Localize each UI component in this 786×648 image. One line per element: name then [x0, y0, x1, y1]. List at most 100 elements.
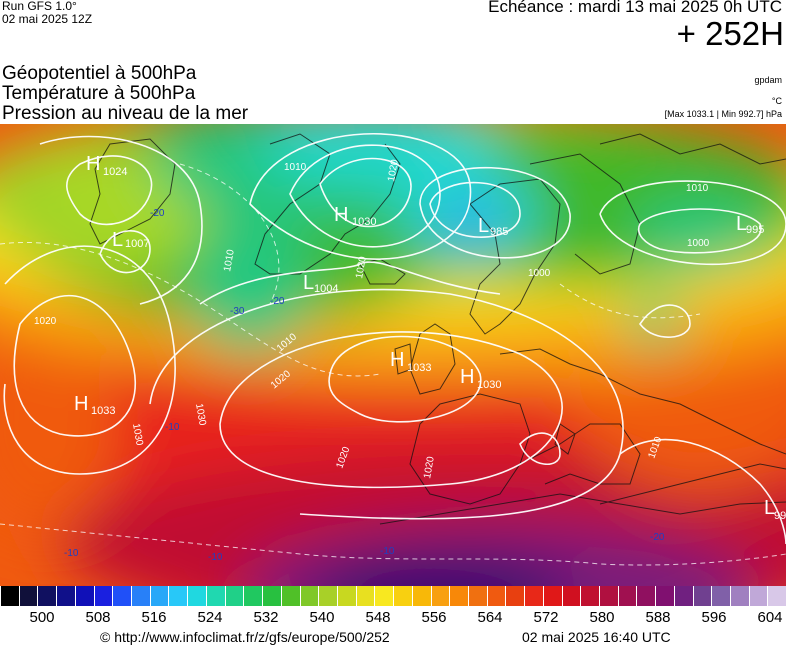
- svg-text:995: 995: [746, 224, 764, 236]
- colorbar-swatch: [655, 586, 674, 606]
- center-high-1030-france: H 1030: [460, 366, 501, 391]
- generated-time: 02 mai 2025 16:40 UTC: [522, 629, 671, 645]
- svg-text:1010: 1010: [222, 248, 237, 272]
- unit-geopotential: gpdam: [754, 75, 782, 85]
- colorbar-tick-label: 524: [197, 609, 223, 626]
- colorbar-swatch: [711, 586, 731, 606]
- colorbar-tick-label: 580: [589, 609, 615, 626]
- colorbar-swatch: [393, 586, 412, 606]
- colorbar-swatch: [0, 586, 19, 606]
- svg-text:-10: -10: [380, 546, 395, 557]
- colorbar-swatch: [486, 586, 506, 606]
- colorbar-swatch: [299, 586, 319, 606]
- svg-text:L: L: [764, 497, 775, 519]
- colorbar-swatch: [524, 586, 543, 606]
- svg-text:1010: 1010: [686, 183, 709, 194]
- colorbar-swatch: [542, 586, 562, 606]
- run-label: Run GFS 1.0°: [2, 0, 77, 13]
- svg-text:-10: -10: [165, 422, 180, 433]
- center-high-1030-north: H 1030: [334, 204, 376, 228]
- center-low-99x: L99: [764, 497, 786, 522]
- colorbar-swatch: [580, 586, 599, 606]
- colorbar-tick-label: 588: [645, 609, 671, 626]
- svg-text:1010: 1010: [284, 162, 307, 173]
- colorbar-swatch: [336, 586, 356, 606]
- colorbar-tick-label: 564: [477, 609, 503, 626]
- svg-text:1004: 1004: [314, 283, 338, 295]
- svg-text:H: H: [86, 153, 100, 175]
- svg-text:1033: 1033: [407, 362, 431, 374]
- colorbar-swatch: [636, 586, 656, 606]
- colorbar-swatch: [318, 586, 337, 606]
- colorbar-swatch: [205, 586, 225, 606]
- unit-temperature: °C: [771, 96, 782, 106]
- svg-text:H: H: [460, 366, 474, 388]
- temperature-value-labels: -20 -30 -20 -10 -10 -10 -10 -20: [64, 208, 665, 563]
- center-low-985: L 985: [478, 215, 508, 238]
- colorbar-swatch: [505, 586, 525, 606]
- center-low-1007: L 1007: [112, 229, 149, 251]
- svg-text:1000: 1000: [687, 238, 710, 249]
- lead-time: + 252H: [676, 15, 784, 52]
- colorbar-swatch: [37, 586, 57, 606]
- svg-text:L: L: [478, 215, 489, 237]
- title-temperature: Température à 500hPa: [2, 83, 196, 104]
- coastlines: [89, 133, 786, 525]
- colorbar-ticks: 500 508 516 524 532 540 548 556 564 572 580 588 596 6…: [0, 609, 786, 626]
- colorbar-swatch: [18, 586, 38, 606]
- colorbar-swatch: [168, 586, 188, 606]
- colorbar-swatch: [449, 586, 468, 606]
- center-high-1033-uk: H 1033: [390, 349, 431, 374]
- svg-text:L: L: [736, 213, 747, 235]
- svg-text:-20: -20: [270, 296, 285, 307]
- svg-text:H: H: [334, 204, 348, 226]
- colorbar-tick-label: 500: [29, 609, 55, 626]
- pressure-range: [Max 1033.1 | Min 992.7] hPa: [664, 109, 782, 119]
- svg-text:L: L: [112, 229, 123, 251]
- svg-text:1020: 1020: [386, 158, 401, 182]
- center-high-1024: H 1024: [86, 153, 127, 178]
- colorbar-swatch: [93, 586, 113, 606]
- colorbar-tick-label: 532: [253, 609, 279, 626]
- svg-text:-30: -30: [230, 306, 245, 317]
- title-pressure: Pression au niveau de la mer: [2, 103, 249, 124]
- colorbar-tick-label: 604: [757, 609, 783, 626]
- colorbar-swatch: [280, 586, 300, 606]
- colorbar-swatch: [112, 586, 132, 606]
- colorbar-tick-label: 540: [309, 609, 335, 626]
- svg-text:99: 99: [774, 510, 786, 522]
- svg-text:H: H: [390, 349, 404, 371]
- colorbar-swatch: [131, 586, 150, 606]
- colorbar-swatch: [262, 586, 281, 606]
- svg-text:L: L: [303, 272, 314, 294]
- svg-text:1007: 1007: [125, 238, 149, 250]
- colorbar: [0, 586, 786, 608]
- forecast-valid-time: Echéance : mardi 13 mai 2025 0h UTC: [488, 0, 782, 16]
- colorbar-tick-label: 572: [533, 609, 559, 626]
- colorbar-swatch: [730, 586, 749, 606]
- colorbar-swatch: [617, 586, 637, 606]
- svg-text:1024: 1024: [103, 166, 127, 178]
- colorbar-swatch: [224, 586, 244, 606]
- colorbar-tick-label: 596: [701, 609, 727, 626]
- svg-text:1030: 1030: [477, 379, 501, 391]
- colorbar-swatch: [748, 586, 768, 606]
- copyright-url: © http://www.infoclimat.fr/z/gfs/europe/…: [100, 629, 390, 645]
- svg-text:1020: 1020: [422, 455, 437, 479]
- colorbar-swatch: [767, 586, 786, 606]
- run-date: 02 mai 2025 12Z: [2, 12, 93, 26]
- colorbar-tick-label: 556: [421, 609, 447, 626]
- svg-text:985: 985: [490, 226, 508, 238]
- colorbar-swatch: [149, 586, 169, 606]
- colorbar-swatch: [355, 586, 375, 606]
- svg-text:1030: 1030: [130, 423, 145, 447]
- colorbar-swatch: [599, 586, 618, 606]
- colorbar-tick-label: 516: [141, 609, 167, 626]
- colorbar-swatch: [411, 586, 431, 606]
- colorbar-swatch: [467, 586, 487, 606]
- colorbar-swatch: [187, 586, 206, 606]
- colorbar-swatch: [430, 586, 450, 606]
